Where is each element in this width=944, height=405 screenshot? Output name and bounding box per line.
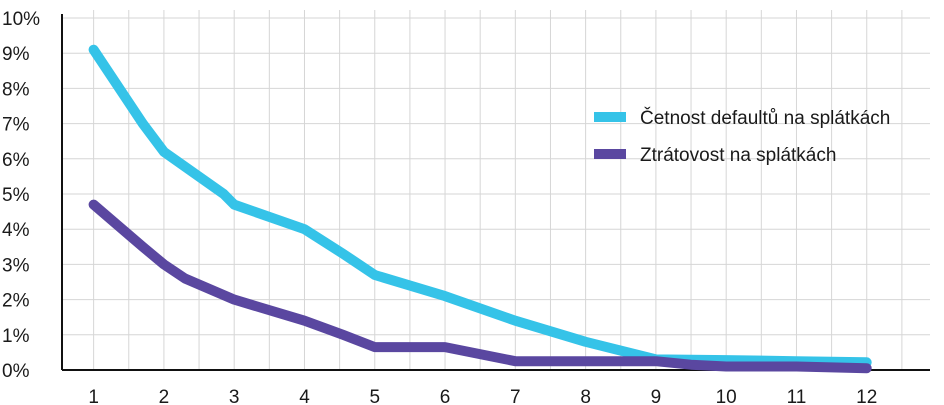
legend-swatch bbox=[594, 149, 626, 159]
axes: 0%1%2%3%4%5%6%7%8%9%10%1 2 3 4 5 6 7 8 9 10 11 12 bbox=[2, 9, 930, 405]
y-tick-label: 6% bbox=[2, 150, 30, 171]
series-line-1 bbox=[88, 44, 872, 368]
legend-label: Četnost defaultů na splátkách bbox=[640, 107, 890, 129]
y-tick-label: 2% bbox=[2, 291, 30, 312]
x-tick-label: 11 bbox=[787, 387, 807, 405]
y-tick-label: 10% bbox=[2, 9, 40, 30]
x-tick-label: 2 bbox=[159, 387, 170, 405]
x-tick-label: 6 bbox=[440, 387, 451, 405]
x-tick-label: 7 bbox=[510, 387, 521, 405]
y-tick-label: 9% bbox=[2, 44, 30, 65]
x-tick-label: 8 bbox=[580, 387, 591, 405]
x-tick-label: 1 bbox=[88, 387, 99, 405]
y-tick-label: 0% bbox=[2, 361, 30, 382]
y-tick-label: 5% bbox=[2, 185, 30, 206]
x-tick-label: 9 bbox=[651, 387, 662, 405]
y-tick-label: 3% bbox=[2, 255, 30, 276]
x-tick-label: 10 bbox=[716, 387, 737, 405]
series-line-2 bbox=[88, 199, 872, 374]
x-tick-label: 5 bbox=[369, 387, 380, 405]
x-tick-label: 12 bbox=[856, 387, 877, 405]
y-tick-label: 8% bbox=[2, 79, 30, 100]
x-tick-label: 3 bbox=[229, 387, 240, 405]
y-tick-label: 1% bbox=[2, 326, 30, 347]
x-tick-label: 4 bbox=[299, 387, 310, 405]
grid bbox=[62, 10, 930, 370]
series-lines bbox=[88, 44, 872, 374]
y-tick-label: 4% bbox=[2, 220, 30, 241]
legend: Četnost defaultů na splátkách Ztrátovost … bbox=[594, 107, 890, 166]
y-tick-label: 7% bbox=[2, 115, 30, 136]
legend-swatch bbox=[594, 112, 626, 122]
legend-label: Ztrátovost na splátkách bbox=[640, 145, 836, 166]
